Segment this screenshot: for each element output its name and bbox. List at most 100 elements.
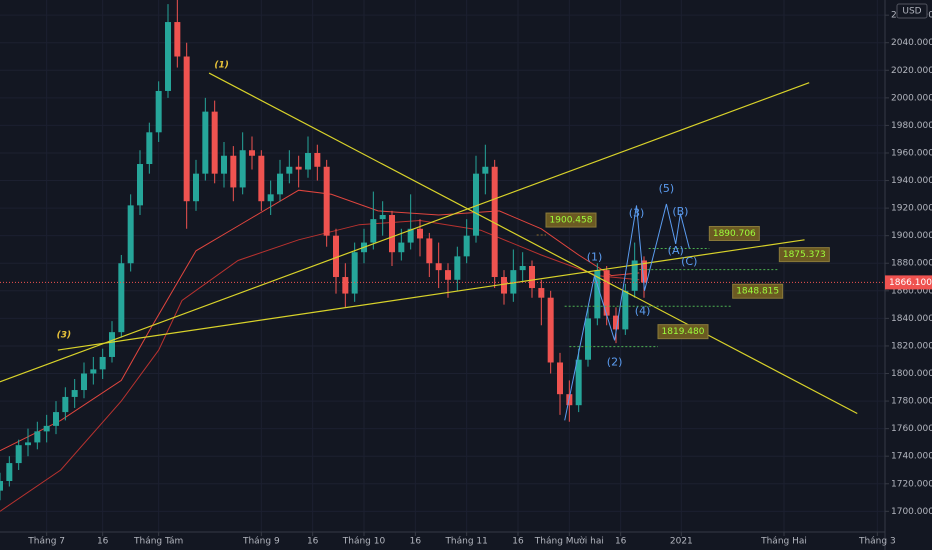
candle-body: [398, 242, 405, 253]
candle-body: [6, 463, 13, 482]
x-tick-label: Tháng Tám: [133, 537, 183, 547]
price-level-box: [657, 324, 709, 340]
x-tick-label: Tháng Mười hai: [534, 536, 604, 547]
candle-body: [127, 205, 134, 264]
y-tick-label: 1700.000: [891, 507, 932, 517]
candle-body: [165, 22, 171, 91]
plot: 1900.458 1890.706 1875.373 1848.815 1819.480…: [0, 0, 885, 512]
x-tick-label: Tháng Hai: [760, 537, 807, 547]
candle-body: [519, 266, 526, 271]
moving-average: [0, 189, 640, 452]
candle-body: [575, 359, 582, 406]
x-tick-label: Tháng 7: [27, 537, 65, 547]
wave-label: (3): [57, 330, 72, 340]
wave-label: (2): [607, 355, 623, 368]
candle-body: [314, 152, 321, 167]
x-tick-label: Tháng 3: [858, 537, 896, 547]
y-tick-label: 1840.000: [891, 314, 932, 324]
grid: [0, 0, 885, 532]
candle-body: [641, 260, 647, 283]
y-tick-label: 1900.000: [891, 231, 932, 241]
candle-body: [202, 111, 209, 174]
y-tick-label: 1780.000: [891, 397, 932, 407]
candle-body: [529, 266, 535, 289]
candle-body: [463, 235, 470, 257]
y-tick-label: 2000.000: [891, 93, 932, 103]
candle-body: [547, 297, 554, 363]
candle-body: [417, 228, 423, 239]
currency-box[interactable]: [896, 3, 928, 19]
trend-line: [57, 239, 805, 351]
y-tick-label: 2040.000: [891, 38, 932, 48]
candle-body: [510, 270, 517, 294]
wave-label: (5): [659, 182, 675, 195]
candle-body: [118, 263, 125, 333]
x-tick-label: 16: [512, 537, 524, 547]
wave-label: (A): [668, 244, 684, 257]
candle-body: [249, 150, 255, 156]
trend-line: [208, 72, 858, 415]
candle-body: [43, 425, 50, 432]
candle-body: [631, 260, 638, 291]
price-level-box: [708, 225, 760, 241]
candle-body: [407, 228, 414, 243]
axes: 1700.000 1720.000 1740.000 1760.000 1780.000…: [27, 11, 932, 547]
price-level-label: 1875.373: [783, 250, 826, 260]
price-level-box: [545, 212, 597, 228]
candle-body: [538, 288, 545, 298]
candle-body: [622, 290, 629, 330]
candle-body: [230, 155, 237, 188]
x-tick-label: 16: [97, 537, 109, 547]
x-tick-label: 16: [410, 537, 422, 547]
wave-label: (3): [629, 207, 645, 220]
wave-label: (C): [681, 255, 697, 268]
candle-body: [342, 277, 349, 294]
candle-body: [594, 270, 601, 319]
wave-label: (B): [672, 205, 688, 218]
candle-body: [155, 90, 162, 133]
y-tick-label: 1760.000: [891, 424, 932, 434]
candle-body: [603, 270, 610, 316]
candle-body: [305, 152, 311, 170]
candle-body: [183, 56, 190, 202]
candle-body: [351, 252, 358, 294]
y-tick-label: 2020.000: [891, 66, 932, 76]
x-tick-label: Tháng 11: [444, 537, 487, 547]
candle-body: [81, 373, 87, 391]
candle-body: [193, 173, 199, 202]
candle-body: [34, 431, 41, 443]
y-tick-label: 1980.000: [891, 121, 932, 131]
candle-body: [174, 22, 181, 57]
x-tick-label: 16: [615, 537, 627, 547]
x-tick-label: Tháng 10: [342, 537, 386, 547]
price-level-label: 1900.458: [550, 216, 593, 226]
candle-body: [370, 219, 377, 243]
y-tick-label: 1740.000: [891, 452, 932, 462]
moving-average: [0, 219, 640, 512]
candle-body: [295, 166, 302, 170]
candle-body: [15, 445, 22, 464]
candle-body: [333, 235, 339, 278]
candle-body: [221, 155, 227, 174]
price-level-box: [778, 247, 830, 263]
candle-body: [613, 315, 619, 330]
wave-label: (1): [587, 251, 603, 264]
y-tick-label: 1880.000: [891, 259, 932, 269]
wave-label: (1): [214, 60, 229, 70]
price-level-box: [732, 283, 784, 299]
y-tick-label: 1960.000: [891, 148, 932, 158]
candle-body: [62, 396, 69, 413]
candle-body: [473, 173, 479, 236]
candle-body: [109, 332, 115, 357]
y-tick-label: 1940.000: [891, 176, 932, 186]
y-tick-label: 1860.000: [891, 286, 932, 296]
candle-body: [323, 166, 330, 236]
candle-body: [491, 166, 498, 278]
candle-body: [267, 194, 274, 202]
y-tick-label: 1920.000: [891, 204, 932, 214]
candle-body: [482, 166, 489, 174]
last-price-box: [885, 275, 932, 290]
candle-body: [211, 111, 218, 174]
